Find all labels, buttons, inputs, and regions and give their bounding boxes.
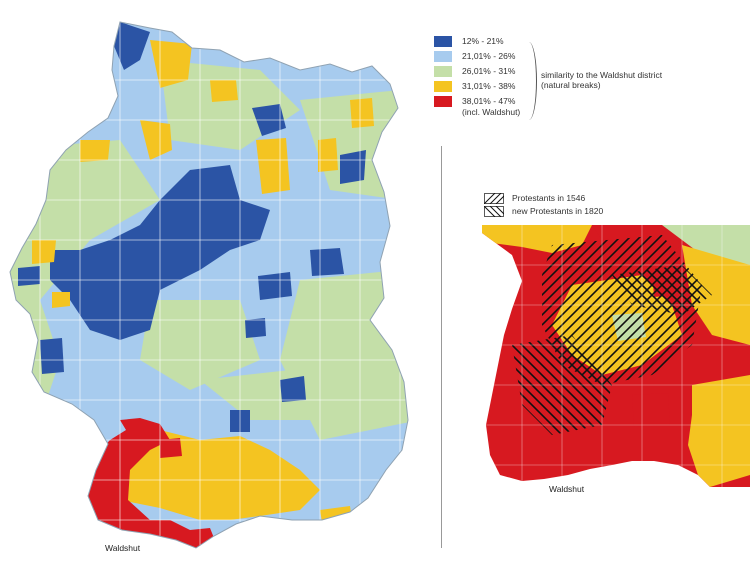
panel-divider xyxy=(441,146,442,548)
legend-label: 26,01% - 31% xyxy=(462,66,516,76)
legend-swatch xyxy=(434,36,452,47)
legend-label: 12% - 21% xyxy=(462,36,504,46)
legend-label: 31,01% - 38% xyxy=(462,81,516,91)
legend-description: similarity to the Waldshut district (nat… xyxy=(541,70,662,90)
inset-hatching xyxy=(512,235,712,435)
legend-label: 38,01% - 47% xyxy=(462,96,516,106)
legend-label: 21,01% - 26% xyxy=(462,51,516,61)
germany-outline xyxy=(9,21,409,549)
district-regions xyxy=(10,22,408,548)
back-hatch-icon xyxy=(484,206,504,217)
legend-description-line1: similarity to the Waldshut district xyxy=(541,70,663,80)
legend-swatch xyxy=(434,81,452,92)
legend-swatch xyxy=(434,51,452,62)
forward-hatch-icon xyxy=(484,193,504,204)
legend-brace xyxy=(528,42,537,120)
legend-swatch xyxy=(434,66,452,77)
inset-district-borders xyxy=(482,225,750,487)
legend-description-line2: (natural breaks) xyxy=(541,80,601,90)
legend-swatch xyxy=(434,96,452,107)
legend-note-label: (incl. Waldshut) xyxy=(462,107,521,117)
germany-map xyxy=(9,21,409,549)
waldshut-label-inset: Waldshut xyxy=(549,484,585,494)
waldshut-label-main: Waldshut xyxy=(105,543,141,553)
district-borders xyxy=(10,22,408,548)
hatch-legend-label: Protestants in 1546 xyxy=(512,193,586,203)
hatch-legend-label: new Protestants in 1820 xyxy=(512,206,604,216)
baden-wuerttemberg-inset-map xyxy=(482,225,750,487)
